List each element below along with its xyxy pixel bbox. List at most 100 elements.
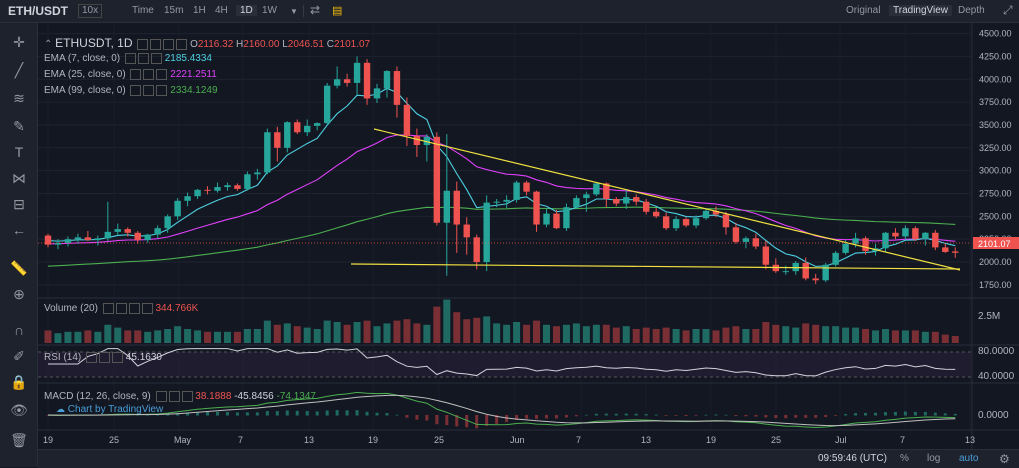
last-price-label: 2101.07 <box>978 239 1011 249</box>
volume-bar <box>562 324 570 343</box>
volume-bar <box>592 324 600 343</box>
interval-15m[interactable]: 15m <box>164 5 184 16</box>
volume-bar <box>891 330 899 343</box>
prediction-tool-icon[interactable]: ⊟ <box>13 196 25 212</box>
volume-bar <box>383 323 391 343</box>
price-tick-label: 2500.00 <box>979 211 1012 221</box>
candle-body <box>583 194 590 199</box>
candle-body <box>922 232 929 240</box>
volume-bar <box>852 327 860 343</box>
back-arrow-icon[interactable]: ← <box>12 222 26 238</box>
log-toggle[interactable]: log <box>927 453 941 464</box>
volume-bar <box>323 320 331 343</box>
candle-body <box>593 183 600 195</box>
lock-icon[interactable]: 🔒 <box>10 374 28 390</box>
symbol-title[interactable]: ETH/USDT <box>8 4 68 18</box>
candle-body <box>892 232 899 237</box>
auto-toggle[interactable]: auto <box>959 453 979 464</box>
pattern-tool-icon[interactable]: ⋈ <box>12 170 26 186</box>
volume-bar <box>901 330 909 343</box>
macd-histogram-bar <box>634 413 638 416</box>
volume-bar <box>702 329 710 343</box>
macd-value-2: -45.8456 <box>234 391 274 403</box>
candle-body <box>862 238 869 252</box>
volume-bar <box>114 327 122 343</box>
interval-1d[interactable]: 1D <box>236 5 257 16</box>
candle-body <box>543 213 550 225</box>
volume-bar <box>951 336 959 343</box>
view-depth[interactable]: Depth <box>958 5 985 16</box>
macd-histogram-bar <box>196 411 200 416</box>
legend-title: ETHUSDT, 1D <box>55 36 133 50</box>
candle-body <box>154 228 161 235</box>
zoom-icon[interactable]: ⊕ <box>13 286 25 302</box>
volume-axis-label: 2.5M <box>978 311 1001 322</box>
volume-bar <box>572 323 580 343</box>
candle-body <box>403 104 411 136</box>
candle-body <box>762 246 770 265</box>
ruler-icon[interactable]: 📏 <box>10 260 28 276</box>
interval-1h[interactable]: 1H <box>193 5 206 16</box>
eye-icon[interactable]: 👁 <box>10 402 28 418</box>
candle-body <box>503 199 510 202</box>
interval-dropdown-icon[interactable]: ▼ <box>290 7 298 16</box>
volume-bar <box>652 329 660 343</box>
candle-body <box>473 237 480 263</box>
trash-icon[interactable]: 🗑 <box>10 432 28 448</box>
volume-bar <box>881 329 889 343</box>
trendline-lower[interactable] <box>350 263 961 270</box>
stay-drawing-icon[interactable]: ✐ <box>13 348 25 364</box>
candle-body <box>264 132 271 173</box>
indicator-settings-icon[interactable]: ⇄ <box>310 3 321 17</box>
macd-histogram-bar <box>854 413 858 416</box>
price-tick-label: 1750.00 <box>979 280 1012 290</box>
macd-histogram-bar <box>315 411 319 416</box>
view-tradingview[interactable]: TradingView <box>889 5 953 16</box>
time-tick-label: 25 <box>771 435 781 445</box>
price-chart[interactable]: 4500.00 4250.00 4000.00 3750.00 3500.00 3250.… <box>38 23 1019 449</box>
macd-histogram-bar <box>275 411 279 416</box>
candle-body <box>74 237 82 240</box>
fib-tool-icon[interactable]: ≋ <box>13 90 25 106</box>
candle-body <box>603 183 610 199</box>
settings-gear-icon[interactable]: ⚙ <box>999 452 1010 466</box>
candle-body <box>114 229 121 232</box>
volume-bar <box>313 329 321 343</box>
macd-histogram-bar <box>285 410 289 416</box>
percent-toggle[interactable]: % <box>900 453 909 464</box>
macd-histogram-bar <box>933 412 937 416</box>
candle-body <box>633 197 640 202</box>
macd-histogram-bar <box>744 415 748 417</box>
trendline-icon[interactable]: ╱ <box>14 62 24 78</box>
view-original[interactable]: Original <box>846 5 881 16</box>
rsi-line <box>48 348 956 377</box>
interval-time[interactable]: Time <box>132 5 154 16</box>
candle-body <box>313 123 321 126</box>
candle-body <box>782 271 789 273</box>
interval-1w[interactable]: 1W <box>262 5 277 16</box>
trendline-upper[interactable] <box>373 128 961 271</box>
snapshot-icon[interactable]: ▤ <box>332 5 343 17</box>
candle-body <box>64 239 72 243</box>
last-price-label-bg <box>973 237 1019 249</box>
magnet-icon[interactable]: ∩ <box>13 322 25 338</box>
fullscreen-icon[interactable]: ⤢ <box>1003 3 1013 17</box>
ema7-line <box>47 87 956 267</box>
macd-histogram-bar <box>545 415 548 419</box>
macd-line <box>47 391 956 429</box>
brush-icon[interactable]: ✎ <box>13 118 25 134</box>
macd-histogram-bar <box>186 412 190 416</box>
price-tick-label: 3000.00 <box>979 166 1012 176</box>
text-tool-icon[interactable]: T <box>14 144 24 160</box>
crosshair-icon[interactable]: ✛ <box>13 34 25 50</box>
legend-buttons[interactable] <box>135 38 188 50</box>
volume-bar <box>582 326 590 343</box>
price-tick-label: 4500.00 <box>979 29 1012 39</box>
volume-bar <box>373 326 381 343</box>
interval-4h[interactable]: 4H <box>215 5 228 16</box>
candle-body <box>104 231 112 239</box>
tradingview-watermark[interactable]: ☁ Chart by TradingView <box>56 404 164 415</box>
open-value: 2116.32 <box>197 39 234 50</box>
candle-body <box>613 198 620 204</box>
high-value: 2160.00 <box>243 39 280 50</box>
